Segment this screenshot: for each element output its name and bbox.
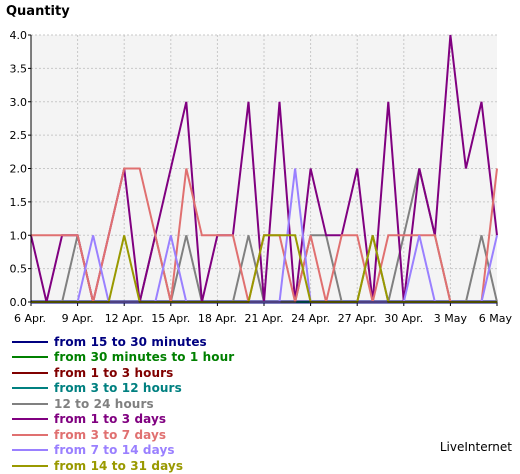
legend-label: from 15 to 30 minutes	[54, 334, 207, 349]
x-tick-label: 15 Apr.	[151, 312, 190, 325]
legend-label: from 3 to 12 hours	[54, 381, 182, 396]
x-tick-label: 12 Apr.	[105, 312, 144, 325]
chart-title: Quantity	[6, 4, 70, 19]
y-tick-label: 1.0	[10, 229, 28, 242]
legend: from 15 to 30 minutes from 30 minutes to …	[12, 334, 234, 474]
x-tick-label: 24 Apr.	[291, 312, 330, 325]
x-tick-label: 30 Apr.	[384, 312, 423, 325]
legend-label: 12 to 24 hours	[54, 396, 154, 411]
x-tick-label: 6 Apr.	[14, 312, 46, 325]
legend-swatch	[12, 340, 48, 343]
x-tick-label: 6 May	[479, 312, 513, 325]
y-tick-label: 3.0	[10, 96, 28, 109]
legend-swatch	[12, 371, 48, 374]
legend-item: from 7 to 14 days	[12, 443, 234, 459]
x-axis-ticks: 6 Apr. 9 Apr. 12 Apr. 15 Apr. 18 Apr. 21 Apr.…	[14, 302, 512, 325]
legend-item: from 3 to 7 days	[12, 427, 234, 443]
legend-swatch	[12, 402, 48, 405]
branding-label: LiveInternet	[439, 440, 512, 454]
legend-item: from 30 minutes to 1 hour	[12, 350, 234, 366]
legend-item: from 15 to 30 minutes	[12, 334, 234, 350]
x-tick-label: 18 Apr.	[198, 312, 237, 325]
legend-swatch	[12, 449, 48, 452]
y-tick-label: 0.5	[10, 263, 28, 276]
legend-label: from 7 to 14 days	[54, 443, 175, 458]
legend-swatch	[12, 464, 48, 467]
y-tick-label: 2.0	[10, 163, 28, 176]
y-tick-label: 2.5	[10, 129, 28, 142]
x-tick-label: 9 Apr.	[62, 312, 94, 325]
legend-swatch	[12, 356, 48, 359]
legend-item: from 1 to 3 hours	[12, 365, 234, 381]
y-tick-label: 4.0	[10, 29, 28, 42]
legend-item: from 1 to 3 days	[12, 412, 234, 428]
legend-label: from 3 to 7 days	[54, 427, 167, 442]
x-tick-label: 21 Apr.	[244, 312, 283, 325]
legend-swatch	[12, 387, 48, 390]
legend-label: from 1 to 3 days	[54, 412, 167, 427]
line-chart: 0.0 0.5 1.0 1.5 2.0 2.5 3.0 3.5 4.0 6 Apr. 9 Apr.…	[10, 29, 513, 325]
y-tick-label: 3.5	[10, 62, 28, 75]
legend-item: from 14 to 31 days	[12, 458, 234, 474]
x-tick-label: 3 May	[434, 312, 468, 325]
y-tick-label: 1.5	[10, 196, 28, 209]
legend-label: from 1 to 3 hours	[54, 365, 174, 380]
x-tick-label: 27 Apr.	[338, 312, 377, 325]
legend-swatch	[12, 433, 48, 436]
legend-item: from 3 to 12 hours	[12, 381, 234, 397]
legend-item: 12 to 24 hours	[12, 396, 234, 412]
y-axis-ticks: 0.0 0.5 1.0 1.5 2.0 2.5 3.0 3.5 4.0	[10, 29, 31, 309]
legend-swatch	[12, 418, 48, 421]
legend-label: from 30 minutes to 1 hour	[54, 350, 235, 365]
legend-label: from 14 to 31 days	[54, 458, 184, 473]
y-tick-label: 0.0	[10, 296, 28, 309]
